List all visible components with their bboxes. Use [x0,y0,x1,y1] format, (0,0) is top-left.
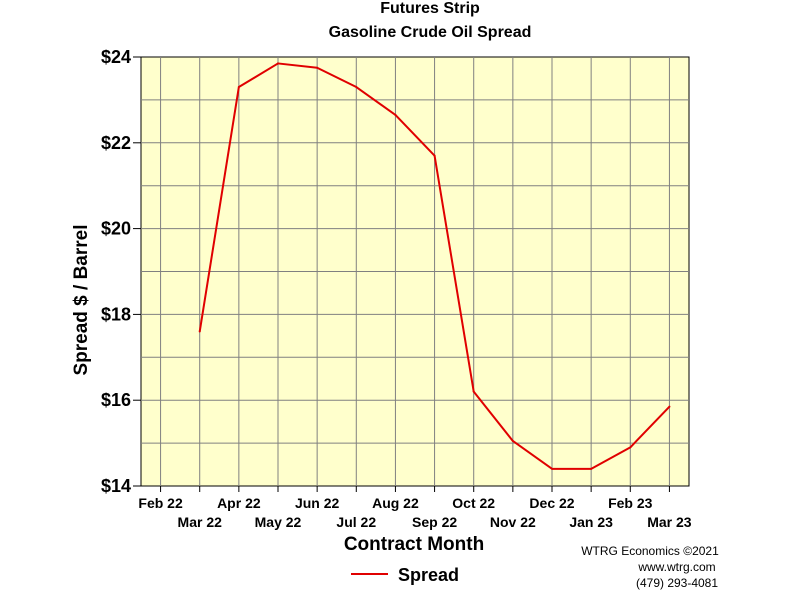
data-point-spread [237,86,240,89]
chart-title: Futures Strip [380,0,480,17]
legend-label-spread: Spread [398,565,459,585]
credits: WTRG Economics ©2021 www.wtrg.com (479) … [581,544,719,590]
x-tick-label: Nov 22 [490,514,536,530]
data-point-spread [394,113,397,116]
credit-company: WTRG Economics ©2021 [581,544,719,558]
y-tick-label: $20 [101,219,131,239]
y-tick-label: $18 [101,304,131,324]
chart-subtitle: Gasoline Crude Oil Spread [329,24,532,41]
x-tick-label: Aug 22 [372,495,419,511]
data-point-spread [316,66,319,69]
x-tick-label: Feb 22 [138,495,183,511]
x-axis-ticks: Feb 22 Mar 22 Apr 22 May 22 Jun 22 Jul 22 Aug … [138,486,692,530]
legend: Spread [351,565,459,585]
y-tick-label: $14 [101,476,131,496]
credit-website: www.wtrg.com [637,560,715,574]
x-tick-label: May 22 [255,514,302,530]
x-tick-label: Jan 23 [569,514,613,530]
data-point-spread [511,439,514,442]
y-tick-label: $16 [101,390,131,410]
data-point-spread [198,330,201,333]
y-tick-label: $24 [101,47,131,67]
data-point-spread [551,467,553,470]
data-point-spread [472,390,475,393]
data-point-spread [590,467,593,470]
grid-lines [141,57,689,486]
x-axis-label: Contract Month [344,534,484,555]
y-tick-label: $22 [101,133,131,153]
data-point-spread [629,446,632,449]
data-point-spread [355,86,358,89]
x-tick-label: Oct 22 [452,495,495,511]
x-tick-label: Mar 23 [647,514,692,530]
x-tick-label: Apr 22 [217,495,261,511]
data-point-spread [433,154,436,157]
y-axis-label: Spread $ / Barrel [71,224,92,375]
data-point-spread [277,62,279,65]
x-tick-label: Feb 23 [608,495,653,511]
y-axis-ticks: $14 $16 $18 $20 $22 $24 [101,47,141,496]
x-tick-label: Mar 22 [178,514,223,530]
series-group [198,62,671,470]
x-tick-label: Dec 22 [529,495,574,511]
x-tick-label: Sep 22 [412,514,457,530]
x-tick-label: Jul 22 [336,514,376,530]
x-tick-label: Jun 22 [295,495,340,511]
data-point-spread [668,405,671,408]
credit-phone: (479) 293-4081 [636,576,718,590]
